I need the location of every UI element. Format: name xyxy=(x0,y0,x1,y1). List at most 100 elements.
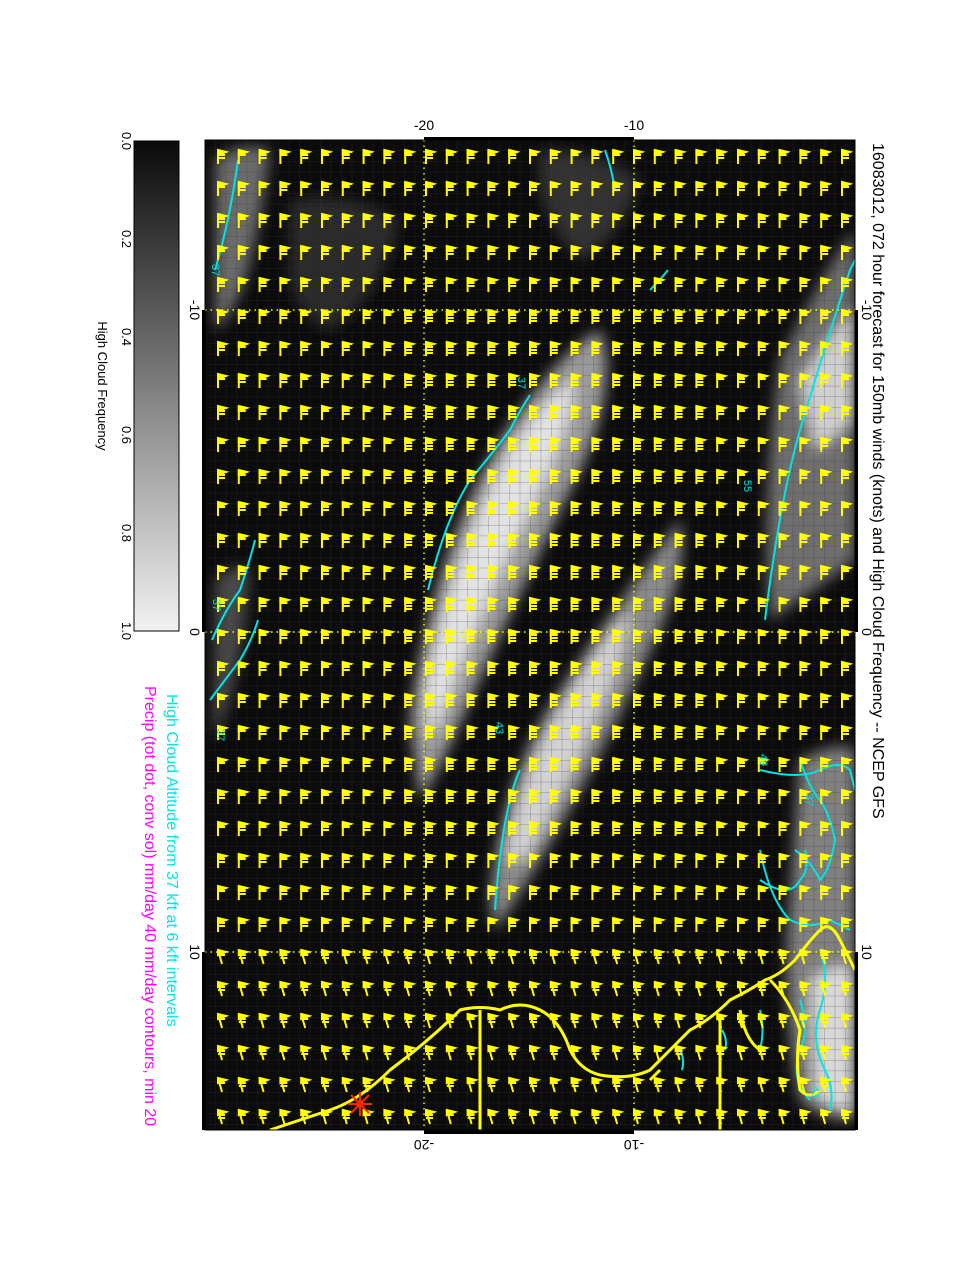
wind-barb xyxy=(466,436,479,452)
wind-barb xyxy=(383,628,396,644)
wind-barb xyxy=(674,852,687,868)
wind-barb xyxy=(237,692,251,708)
wind-barb xyxy=(341,532,355,548)
wind-barb xyxy=(300,660,313,676)
wind-barb xyxy=(570,756,583,772)
wind-barb xyxy=(820,916,833,932)
wind-barb xyxy=(716,180,729,196)
wind-barb xyxy=(321,692,334,708)
wind-barb xyxy=(217,692,230,708)
wind-barb xyxy=(217,148,230,164)
wind-barb xyxy=(695,372,708,388)
wind-barb xyxy=(695,660,708,676)
wind-barb xyxy=(279,596,292,612)
contour-label: 43 xyxy=(493,722,505,734)
wind-barb xyxy=(487,308,500,324)
wind-barb xyxy=(300,756,313,772)
wind-barb xyxy=(674,1076,687,1093)
wind-barb xyxy=(674,276,687,292)
wind-barb xyxy=(633,1012,646,1029)
wind-barb xyxy=(362,948,375,965)
wind-barb xyxy=(799,852,812,868)
wind-barb xyxy=(778,500,791,516)
wind-barb xyxy=(279,1044,292,1061)
wind-barb xyxy=(633,884,646,900)
wind-barb xyxy=(362,692,375,708)
wind-barb xyxy=(737,1012,750,1029)
wind-barb xyxy=(321,1044,334,1061)
wind-barb xyxy=(695,1076,708,1093)
wind-barb xyxy=(466,148,479,164)
wind-barb xyxy=(695,724,708,740)
wind-barb xyxy=(653,468,667,484)
wind-barb xyxy=(279,1012,292,1029)
wind-barb xyxy=(633,756,646,772)
wind-barb xyxy=(799,276,812,292)
wind-barb xyxy=(529,564,542,580)
wind-barb xyxy=(383,180,396,196)
wind-barb xyxy=(217,884,230,900)
wind-barb xyxy=(237,756,251,772)
wind-barb xyxy=(737,628,750,644)
wind-barb xyxy=(487,692,500,708)
wind-barb xyxy=(279,564,292,580)
wind-barb xyxy=(508,372,521,388)
wind-barb xyxy=(633,276,646,292)
wind-barb xyxy=(612,724,625,740)
wind-barb xyxy=(778,916,791,932)
wind-barb xyxy=(716,596,729,612)
wind-barb xyxy=(508,340,521,356)
wind-barb xyxy=(570,724,583,740)
wind-barb xyxy=(612,212,625,228)
wind-barb xyxy=(757,532,771,548)
wind-barb xyxy=(383,244,396,260)
wind-barb xyxy=(841,308,854,324)
colorbar-label: High Cloud Frequency xyxy=(95,321,110,451)
wind-barb xyxy=(383,788,396,804)
wind-barb xyxy=(487,340,500,356)
wind-barb xyxy=(570,564,583,580)
wind-barb xyxy=(757,724,771,740)
wind-barb xyxy=(612,852,625,868)
wind-barb xyxy=(300,852,313,868)
wind-barb xyxy=(799,532,812,548)
wind-barb xyxy=(633,404,646,420)
wind-barb xyxy=(757,948,771,965)
wind-barb xyxy=(466,532,479,548)
wind-barb xyxy=(570,1108,583,1125)
wind-barb xyxy=(674,180,687,196)
wind-barb xyxy=(737,1044,750,1061)
wind-barb xyxy=(529,852,542,868)
wind-barb xyxy=(778,212,791,228)
wind-barb xyxy=(445,692,459,708)
wind-barb xyxy=(529,1012,542,1029)
wind-barb xyxy=(279,628,292,644)
wind-barb xyxy=(237,404,251,420)
wind-barb xyxy=(279,532,292,548)
wind-barb xyxy=(300,436,313,452)
wind-barb xyxy=(321,1108,334,1125)
wind-barb xyxy=(653,212,667,228)
wind-barb xyxy=(737,916,750,932)
wind-barb xyxy=(695,404,708,420)
wind-barb xyxy=(633,212,646,228)
wind-barb xyxy=(217,372,230,388)
wind-barb xyxy=(237,436,251,452)
wind-barb xyxy=(778,244,791,260)
wind-barb xyxy=(279,948,292,965)
wind-barb xyxy=(217,980,230,997)
wind-barb xyxy=(778,1012,791,1029)
wind-barb xyxy=(425,852,438,868)
wind-barb xyxy=(695,788,708,804)
wind-barb xyxy=(612,756,625,772)
wind-barb xyxy=(695,1108,708,1125)
wind-barb xyxy=(341,1108,355,1125)
wind-barb xyxy=(778,628,791,644)
wind-barb xyxy=(404,148,417,164)
wind-barb xyxy=(383,1012,396,1029)
wind-barb xyxy=(487,180,500,196)
wind-barb xyxy=(237,308,251,324)
wind-barb xyxy=(633,820,646,836)
wind-barb xyxy=(570,1044,583,1061)
wind-barb xyxy=(529,1108,542,1125)
